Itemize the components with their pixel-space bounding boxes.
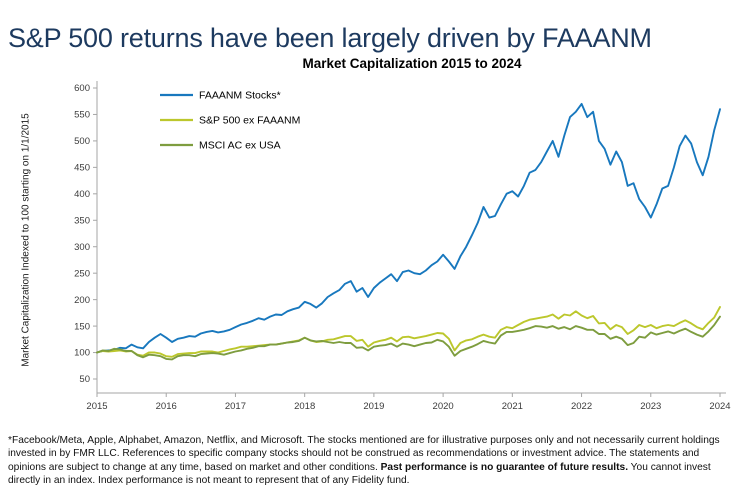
series-line-0: [96, 102, 721, 354]
y-tick-label: 500: [74, 136, 90, 147]
legend-label-0: FAAANM Stocks*: [199, 90, 281, 102]
y-axis-label: Market Capitalization Indexed to 100 sta…: [20, 113, 32, 367]
y-tick-label: 250: [74, 268, 90, 279]
y-tick-label: 450: [74, 163, 90, 174]
x-tick-label: 2015: [86, 401, 107, 412]
footnote: *Facebook/Meta, Apple, Alphabet, Amazon,…: [8, 434, 735, 486]
page-title: S&P 500 returns have been largely driven…: [8, 23, 652, 54]
footnote-text-1: *Facebook/Meta, Apple, Alphabet, Amazon,…: [8, 435, 720, 473]
x-tick-label: 2017: [225, 401, 246, 412]
chart-title: Market Capitalization 2015 to 2024: [302, 56, 522, 71]
chart-canvas: 50 100 150 200 250 300 350 400 450 500 550 600 2015 2…: [74, 81, 731, 412]
legend-label-1: S&P 500 ex FAAANM: [199, 115, 300, 127]
y-tick-label: 600: [74, 83, 90, 94]
y-tick-label: 550: [74, 110, 90, 121]
legend-label-2: MSCI AC ex USA: [199, 140, 281, 152]
x-tick-label: 2018: [294, 401, 315, 412]
y-tick-label: 300: [74, 242, 90, 253]
y-tick-label: 100: [74, 348, 90, 359]
x-tick-label: 2024: [709, 401, 730, 412]
x-tick-label: 2016: [156, 401, 177, 412]
y-tick-label: 400: [74, 189, 90, 200]
footnote-bold-disclaimer: Past performance is no guarantee of futu…: [380, 461, 629, 473]
footnote-text-2: You cannot invest directly in an index. …: [8, 461, 711, 486]
series-line-1: [96, 306, 721, 358]
y-tick-label: 350: [74, 215, 90, 226]
x-tick-label: 2021: [502, 401, 523, 412]
y-tick-label: 200: [74, 295, 90, 306]
series-line-2: [96, 315, 721, 361]
y-tick-label: 150: [74, 321, 90, 332]
x-tick-label: 2019: [363, 401, 384, 412]
x-tick-label: 2022: [571, 401, 592, 412]
y-tick-label: 50: [79, 374, 90, 385]
x-tick-label: 2023: [640, 401, 661, 412]
x-tick-label: 2020: [433, 401, 454, 412]
